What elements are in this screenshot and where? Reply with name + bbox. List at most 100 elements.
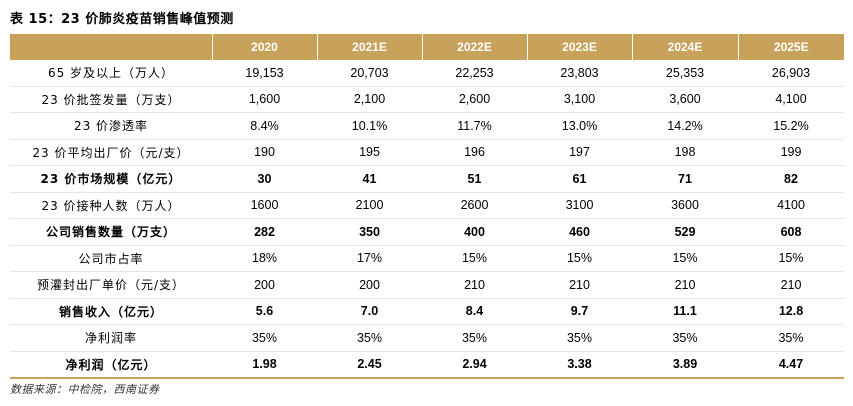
table-cell: 15% (527, 245, 632, 272)
table-row: 净利润率 35% 35% 35% 35% 35% 35% (10, 324, 844, 352)
table-cell: 82 (738, 165, 844, 193)
table-cell: 4100 (738, 192, 844, 219)
table-row: 23 价接种人数（万人） 1600 2100 2600 3100 3600 4100 (10, 192, 844, 219)
table-row: 预灌封出厂单价（元/支） 200 200 210 210 210 210 (10, 271, 844, 299)
table-cell: 4.47 (738, 351, 844, 379)
table-cell: 3,600 (632, 86, 738, 113)
table-cell: 460 (527, 218, 632, 246)
header-row: 2020 2021E 2022E 2023E 2024E 2025E (10, 34, 844, 60)
table-cell: 200 (317, 271, 422, 299)
table-cell: 2100 (317, 192, 422, 219)
table-cell: 195 (317, 139, 422, 166)
table-cell: 14.2% (632, 112, 738, 140)
row-label: 23 价平均出厂价（元/支） (10, 139, 212, 166)
table-cell: 17% (317, 245, 422, 272)
table-cell: 196 (422, 139, 527, 166)
table-cell: 19,153 (212, 60, 317, 87)
row-label: 23 价接种人数（万人） (10, 192, 212, 219)
table-cell: 2600 (422, 192, 527, 219)
table-row: 净利润（亿元） 1.98 2.45 2.94 3.38 3.89 4.47 (10, 351, 844, 379)
table-row: 23 价渗透率 8.4% 10.1% 11.7% 13.0% 14.2% 15.2% (10, 112, 844, 140)
table-row: 公司市占率 18% 17% 15% 15% 15% 15% (10, 245, 844, 272)
table-cell: 3600 (632, 192, 738, 219)
table-cell: 210 (527, 271, 632, 299)
table-cell: 350 (317, 218, 422, 246)
table-cell: 8.4% (212, 112, 317, 140)
table-cell: 190 (212, 139, 317, 166)
table-cell: 51 (422, 165, 527, 193)
row-label: 预灌封出厂单价（元/支） (10, 271, 212, 299)
table-cell: 199 (738, 139, 844, 166)
table-cell: 210 (738, 271, 844, 299)
table-row: 23 价市场规模（亿元） 30 41 51 61 71 82 (10, 165, 844, 193)
header-cell: 2023E (526, 34, 632, 60)
table-title: 表 15：23 价肺炎疫苗销售峰值预测 (10, 12, 234, 27)
table-cell: 11.1 (632, 298, 738, 325)
table-cell: 11.7% (422, 112, 527, 140)
table-cell: 198 (632, 139, 738, 166)
table-cell: 2,600 (422, 86, 527, 113)
header-cell: 2025E (737, 34, 844, 60)
table-cell: 210 (632, 271, 738, 299)
header-cell (10, 34, 212, 60)
row-label: 65 岁及以上（万人） (10, 60, 212, 87)
table-cell: 41 (317, 165, 422, 193)
header-cell: 2022E (421, 34, 527, 60)
table-row: 65 岁及以上（万人） 19,153 20,703 22,253 23,803 25,35… (10, 60, 844, 87)
table-cell: 200 (212, 271, 317, 299)
table-cell: 9.7 (527, 298, 632, 325)
table-cell: 608 (738, 218, 844, 246)
row-label: 净利润率 (10, 324, 212, 352)
table-row: 销售收入（亿元） 5.6 7.0 8.4 9.7 11.1 12.8 (10, 298, 844, 325)
table-cell: 2.94 (422, 351, 527, 379)
table-row: 23 价平均出厂价（元/支） 190 195 196 197 198 199 (10, 139, 844, 166)
row-label: 23 价市场规模（亿元） (10, 165, 212, 193)
table-cell: 71 (632, 165, 738, 193)
table-cell: 4,100 (738, 86, 844, 113)
table-cell: 15% (738, 245, 844, 272)
table-cell: 15.2% (738, 112, 844, 140)
table-cell: 2.45 (317, 351, 422, 379)
table-cell: 3.89 (632, 351, 738, 379)
table-cell: 30 (212, 165, 317, 193)
table-row: 公司销售数量（万支） 282 350 400 460 529 608 (10, 218, 844, 246)
table-cell: 13.0% (527, 112, 632, 140)
table-cell: 1600 (212, 192, 317, 219)
table-cell: 282 (212, 218, 317, 246)
table-cell: 1,600 (212, 86, 317, 113)
table-cell: 10.1% (317, 112, 422, 140)
table-cell: 23,803 (527, 60, 632, 87)
header-cell: 2024E (631, 34, 738, 60)
table-cell: 15% (632, 245, 738, 272)
table-cell: 7.0 (317, 298, 422, 325)
table-cell: 35% (317, 324, 422, 352)
table-cell: 35% (632, 324, 738, 352)
table-cell: 400 (422, 218, 527, 246)
table-cell: 15% (422, 245, 527, 272)
table-cell: 20,703 (317, 60, 422, 87)
table-cell: 8.4 (422, 298, 527, 325)
table-cell: 1.98 (212, 351, 317, 379)
source-note: 数据来源：中检院，西南证券 (10, 383, 160, 396)
row-label: 23 价批签发量（万支） (10, 86, 212, 113)
table-cell: 18% (212, 245, 317, 272)
header-cell: 2021E (316, 34, 422, 60)
table-cell: 26,903 (738, 60, 844, 87)
table-cell: 35% (212, 324, 317, 352)
row-label: 销售收入（亿元） (10, 298, 212, 325)
table-cell: 197 (527, 139, 632, 166)
table-cell: 35% (422, 324, 527, 352)
table-cell: 12.8 (738, 298, 844, 325)
table-cell: 2,100 (317, 86, 422, 113)
row-label: 净利润（亿元） (10, 351, 212, 379)
row-label: 公司销售数量（万支） (10, 218, 212, 246)
table-cell: 529 (632, 218, 738, 246)
row-label: 23 价渗透率 (10, 112, 212, 140)
table-cell: 5.6 (212, 298, 317, 325)
table-cell: 35% (738, 324, 844, 352)
forecast-table: 2020 2021E 2022E 2023E 2024E 2025E 65 岁及… (10, 34, 844, 379)
header-cell: 2020 (211, 34, 317, 60)
table-row: 23 价批签发量（万支） 1,600 2,100 2,600 3,100 3,600 4,1… (10, 86, 844, 113)
table-cell: 3100 (527, 192, 632, 219)
table-cell: 3.38 (527, 351, 632, 379)
